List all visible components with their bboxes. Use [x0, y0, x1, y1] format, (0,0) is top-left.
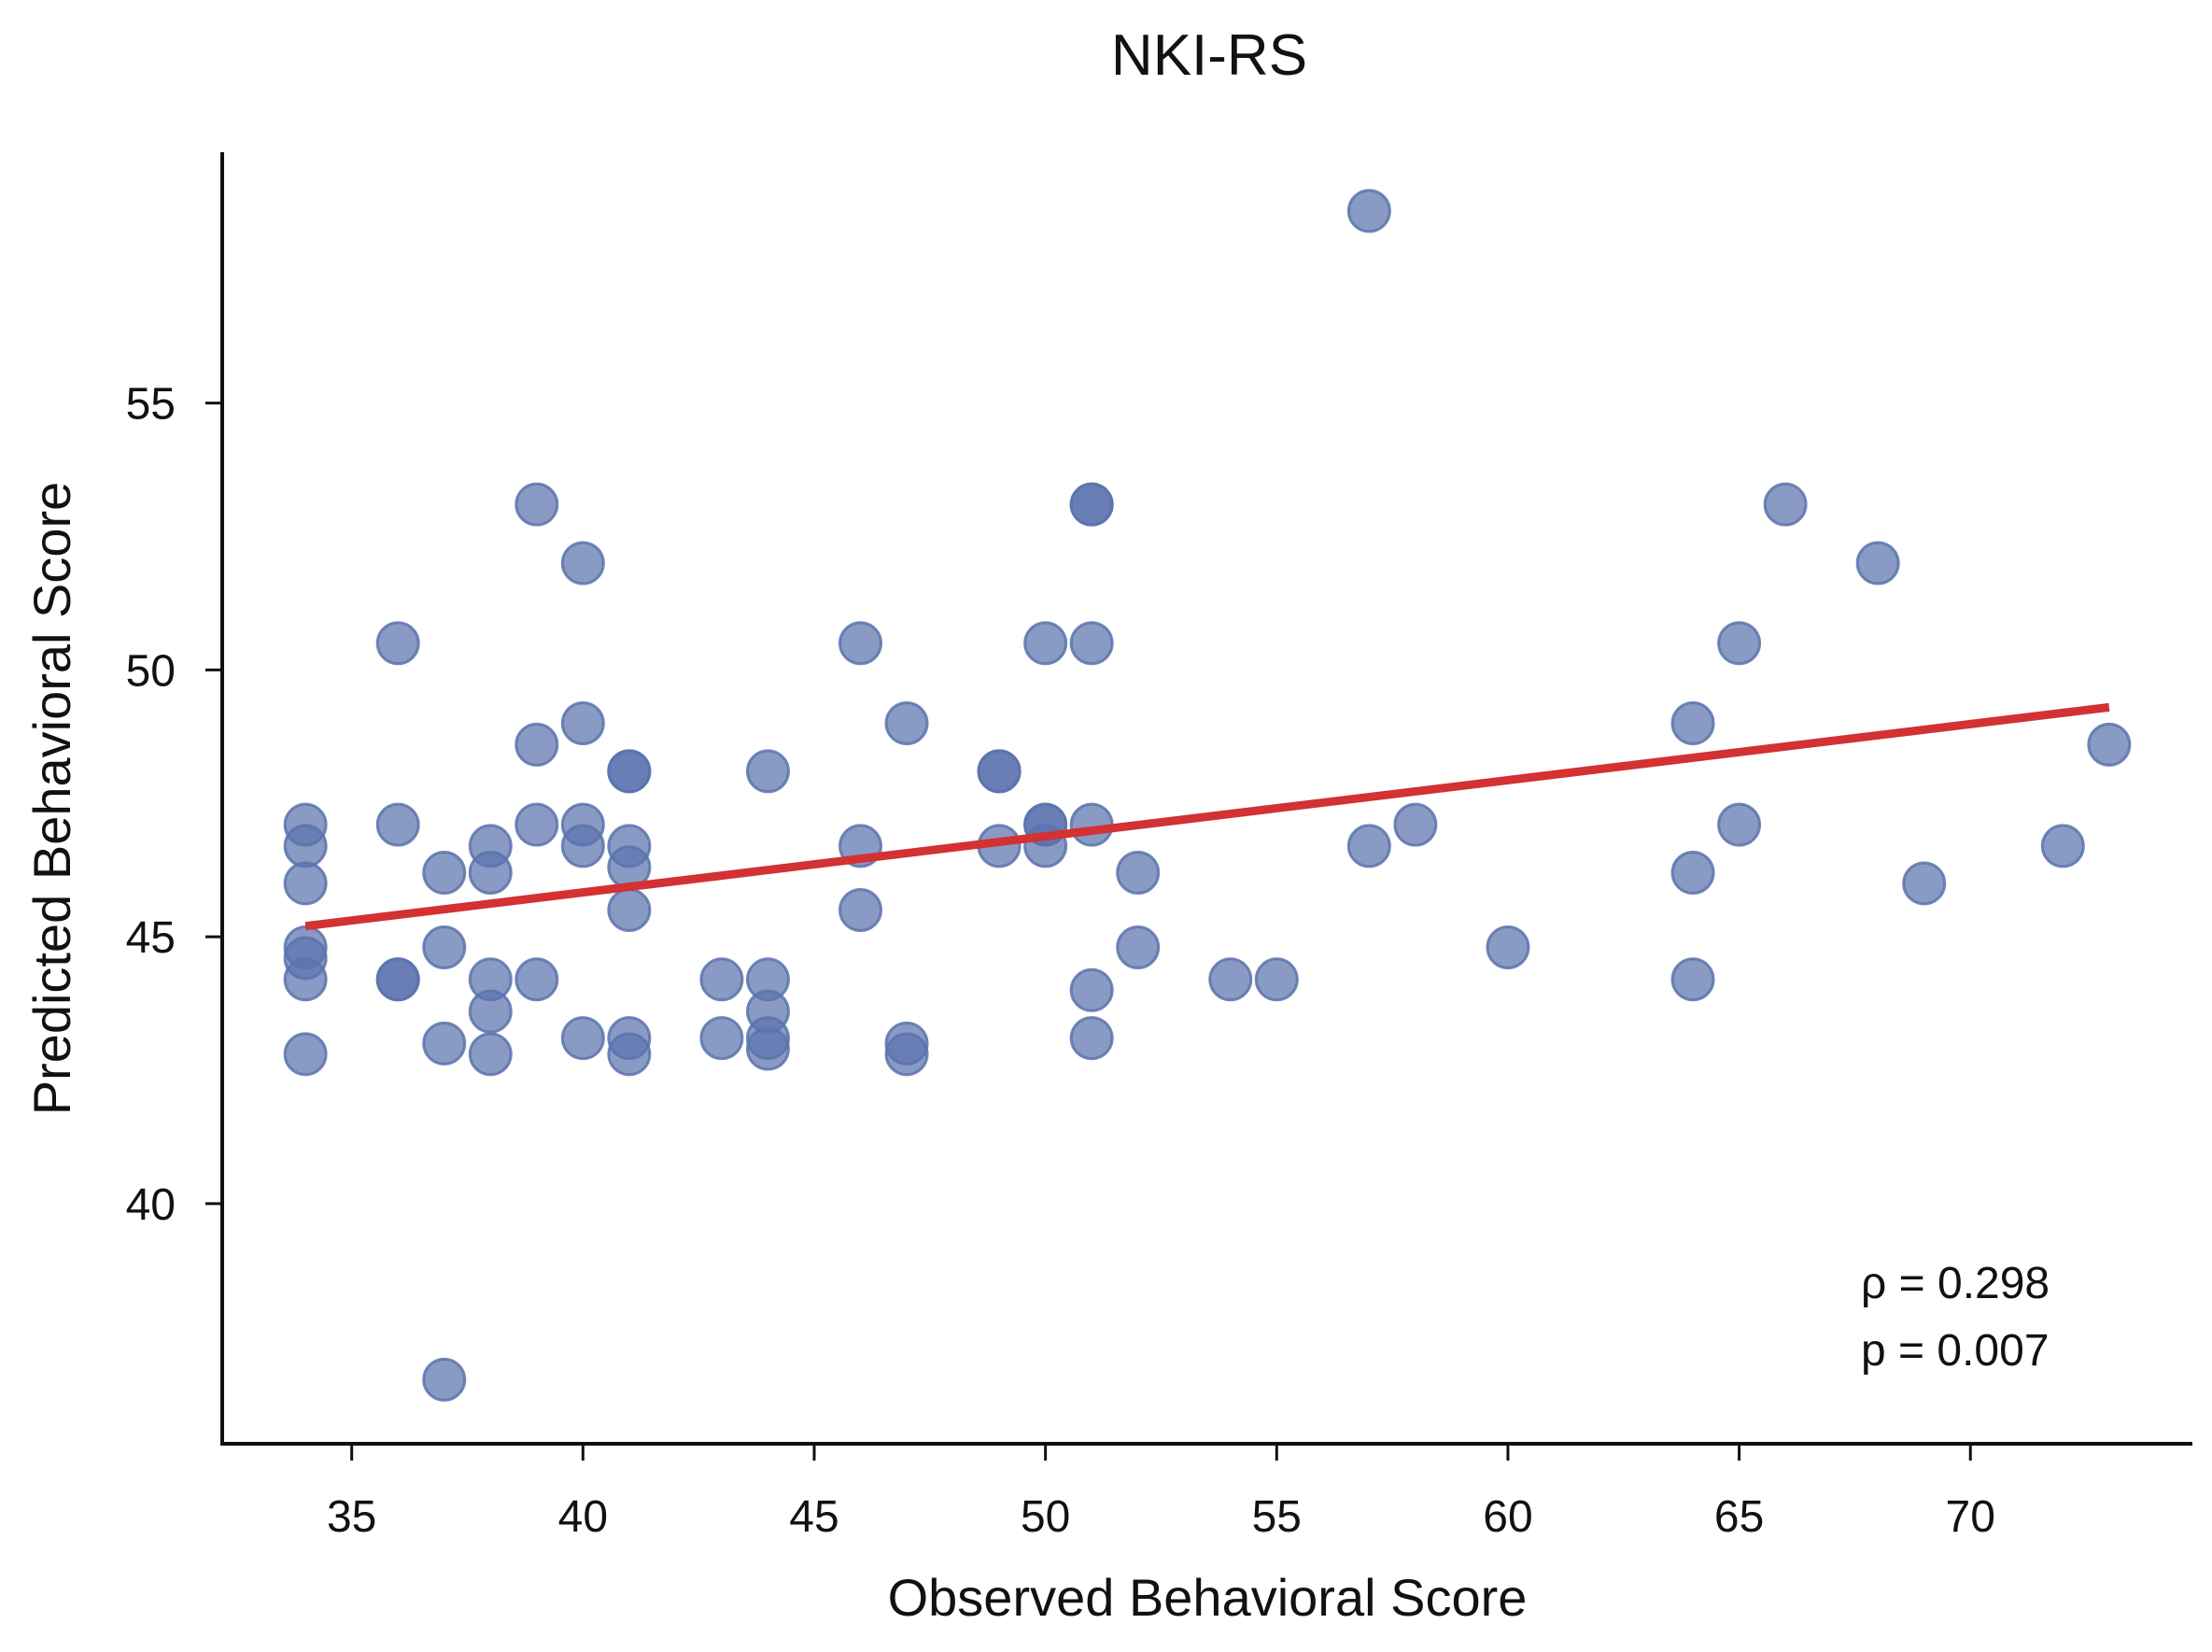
- regression-line: [304, 702, 2110, 931]
- data-point: [514, 482, 559, 527]
- data-point: [1486, 925, 1530, 970]
- data-point: [977, 749, 1021, 794]
- data-point: [1208, 957, 1253, 1002]
- data-point: [422, 1021, 467, 1066]
- x-axis-label: Observed Behavioral Score: [888, 1568, 1528, 1627]
- y-tick-label: 40: [126, 1180, 176, 1230]
- data-point: [699, 957, 744, 1002]
- data-point: [1023, 621, 1068, 666]
- data-point: [560, 1016, 605, 1061]
- data-point: [884, 700, 929, 745]
- data-point: [1346, 824, 1391, 868]
- chart-title: NKI-RS: [1111, 23, 1307, 88]
- data-point: [283, 861, 328, 906]
- data-point: [283, 1032, 328, 1077]
- x-tick-label: 45: [789, 1492, 838, 1542]
- data-point: [838, 621, 883, 666]
- y-tick-label: 45: [126, 913, 176, 963]
- data-point: [607, 749, 652, 794]
- data-point: [1254, 957, 1299, 1002]
- data-point: [838, 888, 883, 933]
- data-point: [1069, 1016, 1114, 1061]
- y-tick-label: 50: [126, 646, 176, 696]
- data-point: [745, 749, 790, 794]
- data-point: [468, 1032, 513, 1077]
- data-point: [1069, 482, 1114, 527]
- x-tick-label: 60: [1483, 1492, 1532, 1542]
- data-point: [1069, 621, 1114, 666]
- data-point: [422, 925, 467, 970]
- data-point: [560, 700, 605, 745]
- y-tick-label: 55: [126, 380, 176, 430]
- y-ticks: 40 45 50 55: [126, 380, 222, 1230]
- data-point: [468, 989, 513, 1034]
- x-tick-label: 40: [558, 1492, 608, 1542]
- data-point: [1717, 802, 1762, 847]
- data-point: [1717, 621, 1762, 666]
- data-point: [1670, 851, 1715, 896]
- data-point: [1670, 957, 1715, 1002]
- data-point: [1670, 700, 1715, 745]
- data-point: [1069, 967, 1114, 1012]
- data-point: [1393, 802, 1438, 847]
- data-point: [283, 824, 328, 868]
- data-point: [2087, 722, 2132, 767]
- data-point: [745, 1026, 790, 1071]
- x-tick-label: 35: [327, 1492, 376, 1542]
- data-point: [699, 1016, 744, 1061]
- data-point: [1855, 541, 1900, 586]
- data-point: [560, 541, 605, 586]
- data-point: [514, 957, 559, 1002]
- data-point: [375, 957, 420, 1002]
- x-ticks: 35 40 45 50 55 60 65 70: [327, 1444, 1995, 1542]
- data-point: [422, 851, 467, 896]
- data-point: [514, 722, 559, 767]
- x-tick-label: 50: [1021, 1492, 1070, 1542]
- data-points: [283, 189, 2132, 1402]
- data-point: [375, 802, 420, 847]
- data-point: [607, 1032, 652, 1077]
- data-point: [607, 888, 652, 933]
- p-value-annotation: p = 0.007: [1861, 1326, 2050, 1376]
- data-point: [560, 824, 605, 868]
- data-point: [514, 802, 559, 847]
- y-axis-label: Predicted Behavioral Score: [22, 482, 81, 1116]
- regression-line-group: [304, 702, 2110, 931]
- data-point: [1763, 482, 1808, 527]
- x-tick-label: 55: [1252, 1492, 1302, 1542]
- data-point: [2040, 824, 2085, 868]
- x-tick-label: 70: [1946, 1492, 1995, 1542]
- data-point: [1069, 802, 1114, 847]
- x-tick-label: 65: [1714, 1492, 1764, 1542]
- data-point: [283, 957, 328, 1002]
- data-point: [422, 1357, 467, 1402]
- data-point: [1902, 861, 1947, 906]
- data-point: [884, 1032, 929, 1077]
- data-point: [1116, 925, 1161, 970]
- data-point: [375, 621, 420, 666]
- spearman-rho-annotation: ρ = 0.298: [1861, 1259, 2050, 1308]
- data-point: [468, 851, 513, 896]
- data-point: [1116, 851, 1161, 896]
- data-point: [1346, 189, 1391, 233]
